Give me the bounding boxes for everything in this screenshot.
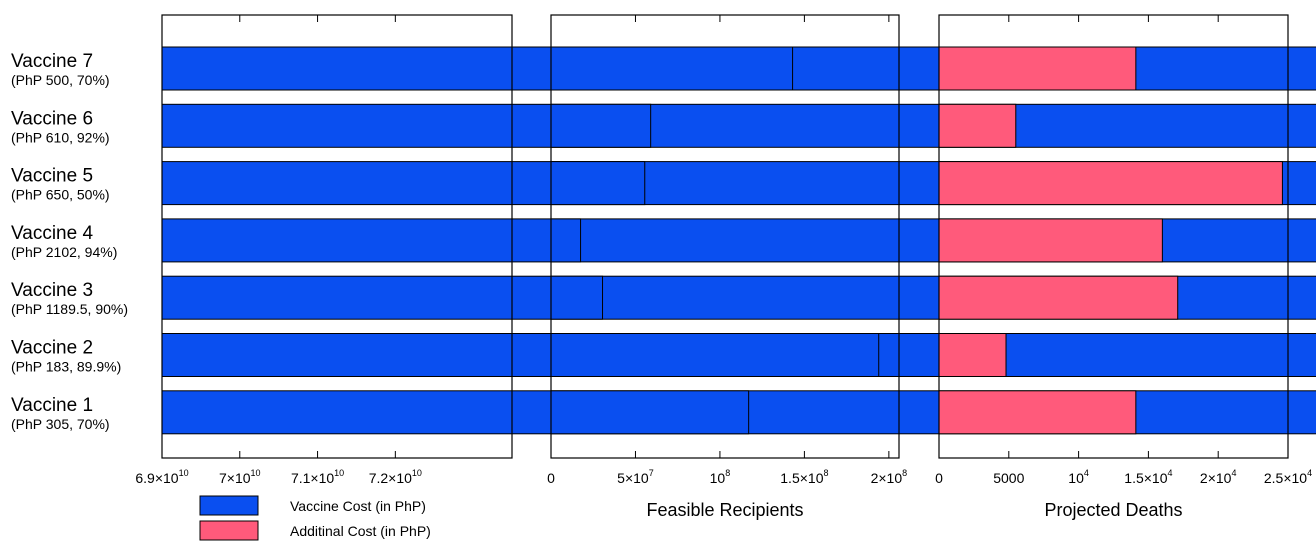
bar-vaccine-6-series-1	[550, 103, 652, 148]
x-axis-label: Projected Deaths	[1044, 500, 1182, 520]
tick-label: 7.2×1010	[369, 468, 422, 486]
panel-2: 0 5×107 108 1.5×108 2×108 Feasible Recipients	[547, 14, 908, 520]
bar-vaccine-3-series-1	[938, 275, 1179, 320]
panel-frame	[161, 14, 513, 459]
legend-entry: Additinal Cost (in PhP)	[290, 523, 431, 539]
panel-3: 0 5000 104 1.5×104 2×104 2.5×104 Projected Dea…	[935, 14, 1312, 520]
x-axis-label: Feasible Recipients	[646, 500, 803, 520]
bar-vaccine-5-series-1	[550, 161, 646, 206]
category-label: Vaccine 4	[11, 223, 93, 244]
category-label: Vaccine 6	[11, 108, 93, 129]
category-label: Vaccine 2	[11, 338, 93, 359]
bar-vaccine-3-series-1	[550, 275, 604, 320]
category-detail-label: (PhP 183, 89.9%)	[11, 359, 121, 375]
bar-vaccine-4-series-1	[550, 218, 582, 263]
tick-label: 6.9×1010	[135, 468, 188, 486]
bar-vaccine-2-series-1	[938, 333, 1007, 377]
tick-label: 2×108	[871, 468, 908, 486]
category-detail-label: (PhP 650, 50%)	[11, 187, 110, 203]
bar-vaccine-7-series-1	[550, 46, 794, 91]
bar-vaccine-7-series-1	[938, 46, 1137, 91]
tick-label: 104	[1068, 468, 1089, 486]
tick-label: 2.5×104	[1264, 468, 1312, 486]
category-detail-label: (PhP 2102, 94%)	[11, 244, 117, 260]
panel-frame	[938, 14, 1289, 459]
category-label: Vaccine 1	[11, 395, 93, 416]
tick-label: 0	[547, 470, 555, 486]
category-detail-label: (PhP 610, 92%)	[11, 129, 110, 145]
tick-label: 2×104	[1200, 468, 1237, 486]
category-label: Vaccine 5	[11, 166, 93, 187]
tick-label: 7×1010	[219, 468, 261, 486]
bar-vaccine-5-series-1	[938, 161, 1283, 206]
tick-label: 1.5×108	[780, 468, 828, 486]
panel-frame	[550, 14, 900, 459]
category-detail-label: (PhP 1189.5, 90%)	[11, 301, 128, 317]
category-label: Vaccine 3	[11, 280, 93, 301]
bar-vaccine-6-series-1	[938, 103, 1017, 148]
category-detail-label: (PhP 305, 70%)	[11, 416, 110, 432]
bar-vaccine-6-series-1	[161, 103, 1316, 148]
bar-vaccine-1-series-1	[938, 390, 1137, 435]
legend-swatch	[199, 520, 259, 541]
tick-label: 108	[710, 468, 731, 486]
tick-label: 0	[935, 470, 943, 486]
bar-vaccine-4-series-1	[938, 218, 1163, 263]
category-detail-label: (PhP 500, 70%)	[11, 72, 110, 88]
bar-vaccine-2-series-1	[550, 333, 880, 377]
legend-entry: Vaccine Cost (in PhP)	[290, 498, 426, 514]
tick-label: 5×107	[617, 468, 654, 486]
category-label: Vaccine 7	[11, 51, 93, 72]
tick-label: 7.1×1010	[291, 468, 344, 486]
tick-label: 5000	[993, 470, 1024, 486]
tick-label: 1.5×104	[1124, 468, 1172, 486]
legend-swatch	[199, 495, 259, 516]
bar-vaccine-1-series-1	[550, 390, 750, 435]
legend: Vaccine Cost (in PhP) Additinal Cost (in …	[199, 495, 431, 541]
